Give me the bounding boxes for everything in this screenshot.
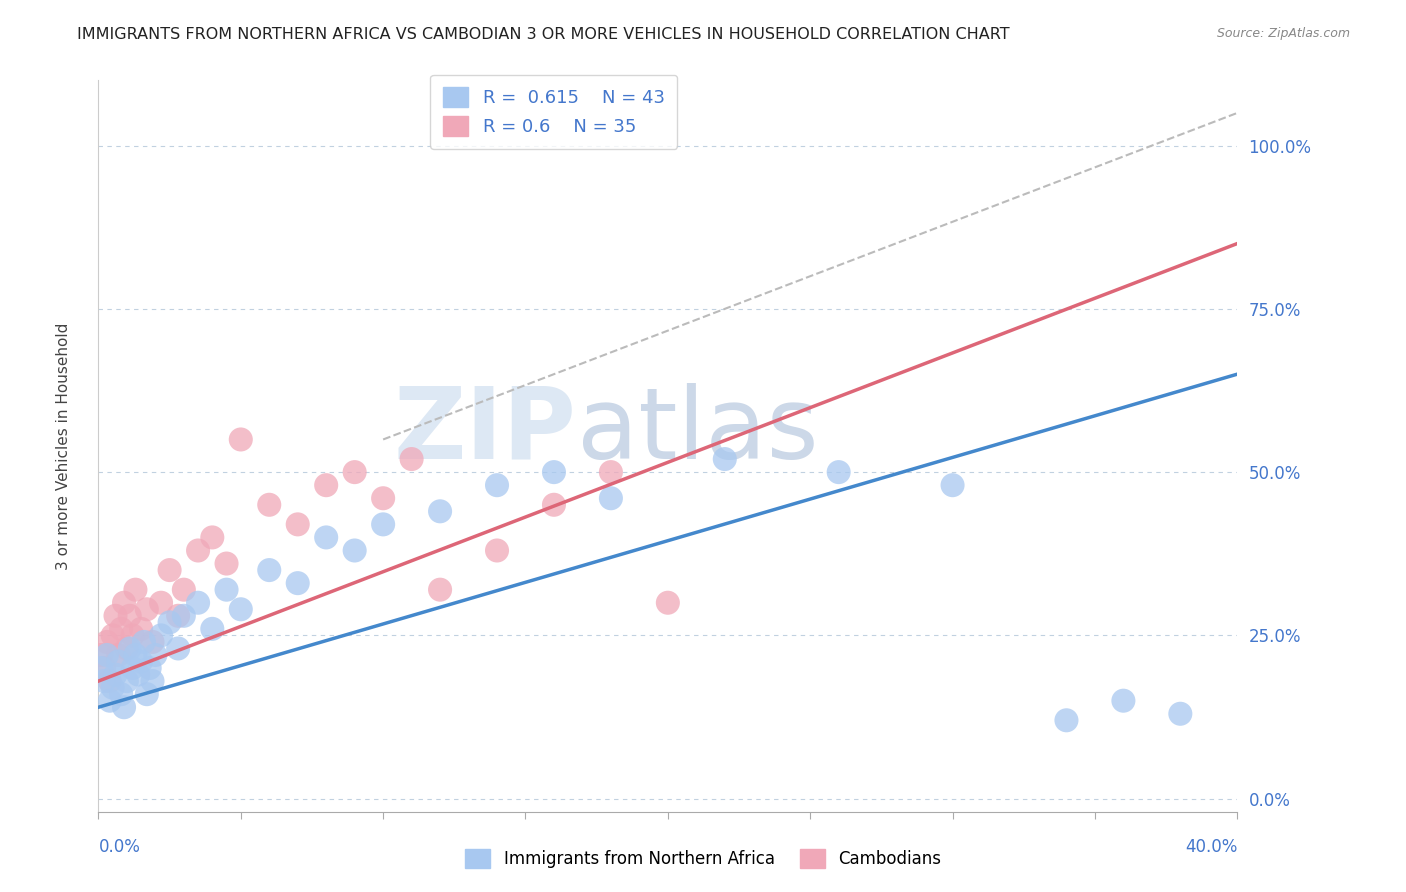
Point <box>145 648 167 662</box>
Point <box>159 563 181 577</box>
Point <box>187 596 209 610</box>
Point <box>942 478 965 492</box>
Point <box>187 543 209 558</box>
Point <box>315 478 337 492</box>
Point <box>201 530 224 544</box>
Point <box>828 465 851 479</box>
Point <box>115 641 138 656</box>
Point <box>141 635 163 649</box>
Point <box>112 596 135 610</box>
Point <box>124 648 146 662</box>
Point <box>127 667 149 681</box>
Legend: Immigrants from Northern Africa, Cambodians: Immigrants from Northern Africa, Cambodi… <box>458 843 948 875</box>
Point <box>104 608 127 623</box>
Point <box>135 602 157 616</box>
Point <box>259 563 281 577</box>
Point <box>98 694 121 708</box>
Point <box>121 628 143 642</box>
Point <box>107 648 129 662</box>
Point <box>93 661 115 675</box>
Point <box>486 543 509 558</box>
Text: Source: ZipAtlas.com: Source: ZipAtlas.com <box>1216 27 1350 40</box>
Point <box>1056 714 1078 728</box>
Point <box>215 557 238 571</box>
Point <box>132 635 155 649</box>
Point <box>141 674 163 689</box>
Point <box>167 641 190 656</box>
Point <box>429 582 451 597</box>
Legend: R =  0.615    N = 43, R = 0.6    N = 35: R = 0.615 N = 43, R = 0.6 N = 35 <box>430 75 678 149</box>
Point <box>110 622 132 636</box>
Point <box>173 608 195 623</box>
Point <box>129 622 152 636</box>
Point <box>229 433 252 447</box>
Point <box>96 648 118 662</box>
Point <box>129 655 152 669</box>
Point <box>124 582 146 597</box>
Point <box>104 667 127 681</box>
Point <box>373 517 395 532</box>
Point <box>135 687 157 701</box>
Point <box>112 700 135 714</box>
Point <box>343 543 366 558</box>
Point <box>543 498 565 512</box>
Point <box>93 674 115 689</box>
Text: 0.0%: 0.0% <box>98 838 141 856</box>
Point <box>1112 694 1135 708</box>
Point <box>90 648 112 662</box>
Text: IMMIGRANTS FROM NORTHERN AFRICA VS CAMBODIAN 3 OR MORE VEHICLES IN HOUSEHOLD COR: IMMIGRANTS FROM NORTHERN AFRICA VS CAMBO… <box>77 27 1010 42</box>
Point <box>600 465 623 479</box>
Point <box>486 478 509 492</box>
Point <box>150 596 173 610</box>
Point <box>90 661 112 675</box>
Point <box>121 661 143 675</box>
Point <box>110 687 132 701</box>
Point <box>101 681 124 695</box>
Text: 3 or more Vehicles in Household: 3 or more Vehicles in Household <box>56 322 70 570</box>
Point <box>287 576 309 591</box>
Text: atlas: atlas <box>576 383 818 480</box>
Point <box>98 674 121 689</box>
Point <box>543 465 565 479</box>
Point <box>1170 706 1192 721</box>
Point <box>714 452 737 467</box>
Point <box>201 622 224 636</box>
Point <box>600 491 623 506</box>
Point <box>373 491 395 506</box>
Point <box>115 674 138 689</box>
Point <box>101 628 124 642</box>
Point <box>287 517 309 532</box>
Point <box>107 655 129 669</box>
Point <box>657 596 679 610</box>
Point <box>118 608 141 623</box>
Text: ZIP: ZIP <box>394 383 576 480</box>
Point <box>118 641 141 656</box>
Point <box>96 635 118 649</box>
Point <box>259 498 281 512</box>
Point <box>229 602 252 616</box>
Point <box>429 504 451 518</box>
Point <box>343 465 366 479</box>
Point <box>167 608 190 623</box>
Text: 40.0%: 40.0% <box>1185 838 1237 856</box>
Point <box>315 530 337 544</box>
Point <box>159 615 181 630</box>
Point <box>173 582 195 597</box>
Point <box>150 628 173 642</box>
Point <box>215 582 238 597</box>
Point <box>401 452 423 467</box>
Point <box>138 661 160 675</box>
